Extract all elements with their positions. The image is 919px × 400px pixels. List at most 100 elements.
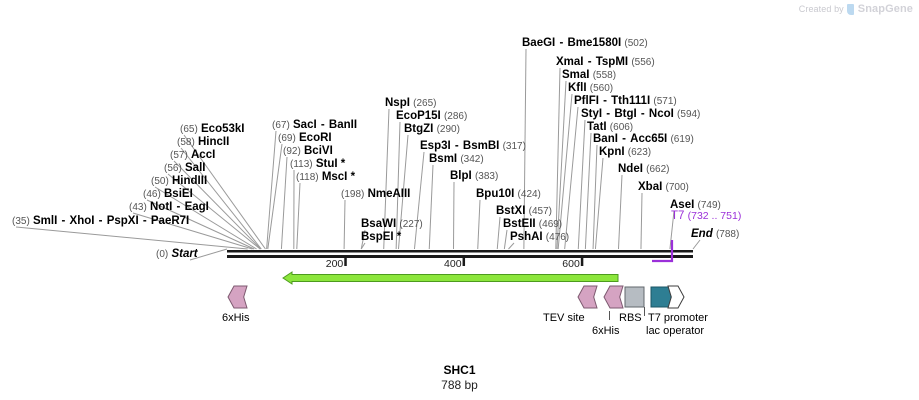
enzyme-name: BanII xyxy=(328,119,358,131)
enzyme-label-styi-btgi-ncoi[interactable]: StyI - BtgI - NcoI (594) xyxy=(581,108,700,121)
leader-line-bicvi xyxy=(280,156,288,250)
enzyme-label-bsawi[interactable]: BsaWI (227) xyxy=(361,218,423,231)
enzyme-label-bsmi[interactable]: BsmI (342) xyxy=(429,153,484,166)
enzyme-label-bstgii[interactable]: BstEII (469) xyxy=(503,218,562,231)
enzyme-name: EcoRI xyxy=(299,132,332,144)
feature-label-tev-site[interactable]: TEV site xyxy=(543,312,585,324)
enzyme-label-acci[interactable]: (57) AccI xyxy=(170,149,215,162)
leader-line-kfli xyxy=(557,93,573,250)
enzyme-label-smli-xhoi-pspxi-paer7i[interactable]: (35) SmlI - XhoI - PspXI - PaeR7I xyxy=(12,215,189,228)
enzyme-label-stui[interactable]: (113) StuI * xyxy=(290,158,345,171)
t7-terminator-name: T7 xyxy=(671,210,685,222)
enzyme-label-esp3i-bsmbi[interactable]: Esp3I - BsmBI (317) xyxy=(420,140,526,153)
leader-line-bani-acc65i xyxy=(592,144,598,250)
enzyme-label-noti-eagi[interactable]: (43) NotI - EagI xyxy=(129,201,209,214)
enzyme-label-bstxi[interactable]: BstXI (457) xyxy=(496,205,552,218)
enzyme-label-eco53ki[interactable]: (65) Eco53kI xyxy=(180,123,244,136)
feature-6xhis-left[interactable] xyxy=(227,285,248,309)
leader-line-blpi xyxy=(452,181,455,250)
t7-terminator-label[interactable]: T7 (732 .. 751) xyxy=(671,210,742,223)
enzyme-label-pflfi-tth111i[interactable]: PflFI - Tth111I (571) xyxy=(574,95,677,108)
t7-terminator-marker[interactable] xyxy=(652,240,674,263)
leader-line-bsmi xyxy=(428,164,434,250)
enzyme-name: PflFI xyxy=(574,95,599,107)
enzyme-label-smai[interactable]: SmaI (558) xyxy=(562,69,616,82)
feature-label-6xhis-right[interactable]: 6xHis xyxy=(592,325,620,337)
enzyme-label-kpni[interactable]: KpnI (623) xyxy=(599,146,651,159)
feature-tev-site[interactable] xyxy=(577,285,598,309)
enzyme-name: EcoP15I xyxy=(396,110,441,122)
leader-line-end xyxy=(692,239,701,250)
leader-line-bstxi xyxy=(496,216,501,250)
enzyme-name: KflI xyxy=(568,82,587,94)
enzyme-position: (556) xyxy=(631,57,655,68)
enzyme-name-separator: - xyxy=(173,201,184,213)
enzyme-name-separator: - xyxy=(618,133,630,145)
feature-tick-6xhis-right xyxy=(609,311,610,320)
leader-line-hindiii xyxy=(154,186,257,250)
feature-t7-promoter[interactable] xyxy=(650,286,672,308)
feature-lac-operator[interactable] xyxy=(667,285,685,309)
enzyme-label-btgzi[interactable]: BtgZI (290) xyxy=(404,123,460,136)
enzyme-label-nmeaiii[interactable]: (198) NmeAIII xyxy=(341,188,410,201)
leader-line-bpu10i xyxy=(477,199,481,250)
enzyme-name: BtgI xyxy=(614,108,637,120)
enzyme-label-bpu10i[interactable]: Bpu10I (424) xyxy=(476,188,541,201)
enzyme-name: Acc65I xyxy=(630,133,668,145)
enzyme-name: NcoI xyxy=(648,108,674,120)
enzyme-label-sali[interactable]: (56) SalI xyxy=(164,162,205,175)
leader-line-kpni xyxy=(594,157,604,250)
enzyme-label-bicvi[interactable]: (92) BciVI xyxy=(283,145,333,158)
enzyme-name: AseI xyxy=(670,199,695,211)
ruler-tick-200 xyxy=(344,258,347,266)
feature-label-lac-operator[interactable]: lac operator xyxy=(646,325,705,337)
enzyme-label-nspi[interactable]: NspI (265) xyxy=(385,97,436,110)
enzyme-label-pshai[interactable]: PshAI (476) xyxy=(510,231,569,244)
enzyme-label-bsiei[interactable]: (46) BsiEI xyxy=(143,188,193,201)
enzyme-name: NotI xyxy=(150,201,173,213)
enzyme-label-ecop15i[interactable]: EcoP15I (286) xyxy=(396,110,467,123)
enzyme-label-ndei[interactable]: NdeI (662) xyxy=(618,163,669,176)
enzyme-name: Esp3I xyxy=(420,140,451,152)
t7-terminator-range: (732 .. 751) xyxy=(687,210,742,222)
leader-line-baegi-bme1580i xyxy=(523,48,527,250)
enzyme-label-xmai-tspmi[interactable]: XmaI - TspMI (556) xyxy=(556,56,655,69)
feature-rbs[interactable] xyxy=(624,286,645,308)
leader-line-saci-banii xyxy=(266,130,277,250)
enzyme-label-bani-acc65i[interactable]: BanI - Acc65I (619) xyxy=(593,133,694,146)
ruler-tick-400 xyxy=(462,258,466,266)
enzyme-position: (92) xyxy=(283,146,301,157)
enzyme-label-hindiii[interactable]: (50) HindIII xyxy=(151,175,207,188)
enzyme-label-xbai[interactable]: XbaI (700) xyxy=(638,181,689,194)
feature-6xhis-right[interactable] xyxy=(603,285,624,309)
feature-label-t7-promoter[interactable]: T7 promoter xyxy=(648,312,708,324)
enzyme-label-msci[interactable]: (118) MscI * xyxy=(296,171,355,184)
enzyme-label-saci-banii[interactable]: (67) SacI - BanII xyxy=(272,119,358,132)
enzyme-name: TatI xyxy=(587,121,607,133)
construct-name: SHC1 xyxy=(443,363,476,377)
enzyme-position: (227) xyxy=(399,219,423,230)
enzyme-name-separator: - xyxy=(603,108,614,120)
feature-tick-t7-promoter xyxy=(644,307,645,316)
enzyme-name: BsiEI xyxy=(164,188,193,200)
enzyme-name: KpnI xyxy=(599,146,625,158)
enzyme-label-kfli[interactable]: KflI (560) xyxy=(568,82,613,95)
enzyme-label-blpi[interactable]: BlpI (383) xyxy=(450,170,498,183)
enzyme-name: SmlI xyxy=(33,215,58,227)
enzyme-label-baegi-bme1580i[interactable]: BaeGI - Bme1580I (502) xyxy=(522,37,648,50)
enzyme-position: (619) xyxy=(670,134,694,145)
leader-line-eco53ki xyxy=(183,134,266,250)
orf-arrow[interactable] xyxy=(282,271,619,285)
leader-line-xbai xyxy=(640,192,643,250)
feature-label-6xhis-left[interactable]: 6xHis xyxy=(222,312,250,324)
enzyme-name: BlpI xyxy=(450,170,472,182)
enzyme-label-ecori[interactable]: (69) EcoRI xyxy=(278,132,332,145)
enzyme-label-hincii[interactable]: (58) HincII xyxy=(177,136,229,149)
enzyme-label-asei[interactable]: AseI (749) xyxy=(670,199,721,212)
snapgene-watermark: Created by SnapGene xyxy=(799,3,913,15)
feature-label-rbs[interactable]: RBS xyxy=(619,312,642,324)
enzyme-label-tati[interactable]: TatI (606) xyxy=(587,121,633,134)
enzyme-name: BsmBI xyxy=(462,140,500,152)
enzyme-label-bspei[interactable]: BspEI * xyxy=(361,231,401,244)
